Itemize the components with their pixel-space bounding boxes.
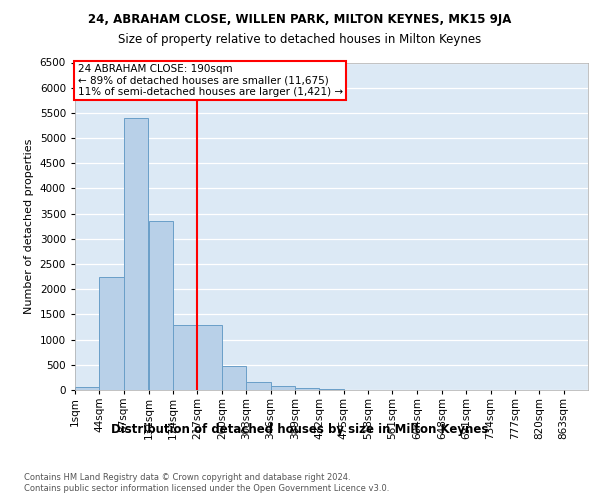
Bar	[173, 324, 197, 390]
Bar	[75, 388, 100, 390]
Bar	[197, 324, 222, 390]
Text: 24 ABRAHAM CLOSE: 190sqm
← 89% of detached houses are smaller (11,675)
11% of se: 24 ABRAHAM CLOSE: 190sqm ← 89% of detach…	[77, 64, 343, 98]
Text: Contains HM Land Registry data © Crown copyright and database right 2024.: Contains HM Land Registry data © Crown c…	[24, 472, 350, 482]
Bar	[149, 221, 173, 390]
Bar	[222, 366, 246, 390]
Bar	[124, 118, 148, 390]
Bar	[246, 382, 271, 390]
Y-axis label: Number of detached properties: Number of detached properties	[24, 138, 34, 314]
Text: Distribution of detached houses by size in Milton Keynes: Distribution of detached houses by size …	[112, 422, 488, 436]
Bar	[295, 388, 319, 390]
Text: Contains public sector information licensed under the Open Government Licence v3: Contains public sector information licen…	[24, 484, 389, 493]
Bar	[100, 276, 124, 390]
Text: Size of property relative to detached houses in Milton Keynes: Size of property relative to detached ho…	[118, 32, 482, 46]
Bar	[271, 386, 295, 390]
Text: 24, ABRAHAM CLOSE, WILLEN PARK, MILTON KEYNES, MK15 9JA: 24, ABRAHAM CLOSE, WILLEN PARK, MILTON K…	[88, 12, 512, 26]
